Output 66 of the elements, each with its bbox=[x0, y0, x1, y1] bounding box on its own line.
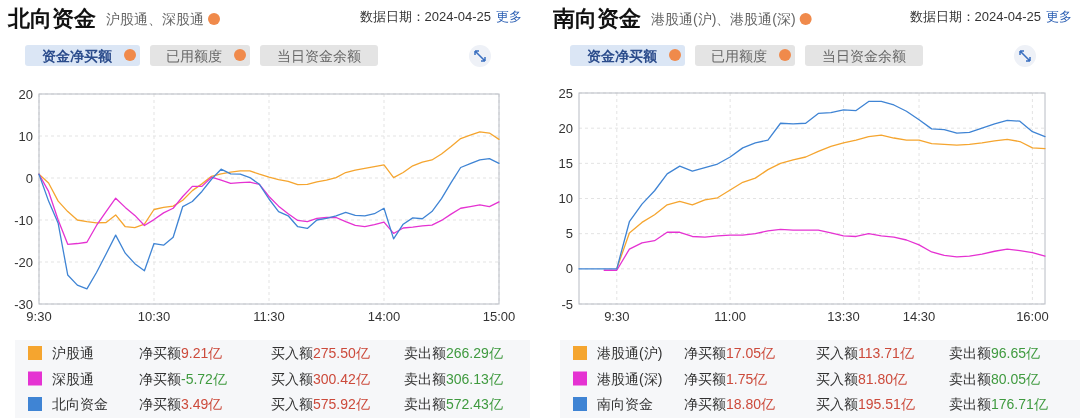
y-tick-label: 25 bbox=[558, 85, 573, 101]
text: 更多 bbox=[496, 9, 522, 24]
text: 买入额81.80亿 bbox=[816, 370, 908, 387]
legend-label: 北向资金 bbox=[52, 396, 108, 412]
text: 净买额9.21亿 bbox=[139, 345, 223, 361]
y-tick-label: 0 bbox=[25, 170, 33, 186]
line-series bbox=[603, 228, 1046, 271]
legend-label: 深股通 bbox=[52, 370, 94, 387]
x-tick-label: 9:30 bbox=[26, 309, 52, 324]
y-tick-label: -5 bbox=[561, 296, 573, 312]
chart-subtitle: 港股通(沪)、港股通(深) bbox=[651, 11, 796, 27]
y-tick-label: 0 bbox=[565, 261, 573, 277]
text: 净买额18.80亿 bbox=[684, 396, 776, 412]
text: 卖出额306.13亿 bbox=[404, 370, 503, 387]
line-series bbox=[578, 100, 1046, 270]
text: 资金净买额 bbox=[41, 47, 113, 64]
x-tick-label: 11:30 bbox=[253, 309, 285, 324]
y-tick-label: 5 bbox=[565, 226, 573, 242]
line-series bbox=[38, 173, 500, 246]
text: 当日资金余额 bbox=[277, 47, 361, 64]
text: 已用额度 bbox=[166, 47, 222, 64]
text: 卖出额176.71亿 bbox=[949, 396, 1048, 412]
text: 买入额195.51亿 bbox=[816, 396, 915, 412]
legend-label: 南向资金 bbox=[597, 396, 653, 412]
x-tick-label: 15:00 bbox=[482, 309, 516, 324]
text: 卖出额266.29亿 bbox=[404, 345, 503, 361]
text: 当日资金余额 bbox=[822, 47, 906, 64]
text: 买入额113.71亿 bbox=[816, 345, 914, 361]
chart-title: 南向资金 bbox=[552, 6, 641, 31]
y-tick-label: 20 bbox=[558, 120, 573, 136]
x-tick-label: 16:00 bbox=[1016, 309, 1049, 324]
x-tick-label: 13:30 bbox=[827, 309, 860, 324]
x-tick-label: 10:30 bbox=[137, 309, 171, 324]
text: 卖出额572.43亿 bbox=[404, 396, 503, 412]
text: 买入额300.42亿 bbox=[271, 370, 370, 387]
chart-title: 北向资金 bbox=[7, 6, 96, 31]
legend-label: 沪股通 bbox=[52, 345, 94, 361]
x-tick-label: 11:00 bbox=[714, 309, 746, 324]
x-tick-label: 9:30 bbox=[604, 309, 630, 324]
y-tick-label: -10 bbox=[14, 212, 33, 228]
text: 卖出额96.65亿 bbox=[949, 345, 1041, 361]
text: 资金净买额 bbox=[586, 47, 658, 64]
y-tick-label: -20 bbox=[14, 254, 33, 270]
text: 净买额-5.72亿 bbox=[139, 370, 227, 387]
chart-subtitle: 沪股通、深股通 bbox=[106, 11, 204, 27]
text: 数据日期：2024-04-25 bbox=[359, 9, 491, 24]
text: 已用额度 bbox=[711, 47, 767, 64]
x-tick-label: 14:30 bbox=[902, 309, 936, 324]
x-tick-label: 14:00 bbox=[367, 309, 401, 324]
line-series bbox=[38, 158, 500, 290]
legend-label: 港股通(深) bbox=[597, 370, 663, 387]
text: 卖出额80.05亿 bbox=[949, 370, 1041, 387]
text: 净买额17.05亿 bbox=[684, 345, 776, 361]
text: 净买额3.49亿 bbox=[139, 396, 223, 412]
legend-label: 港股通(沪) bbox=[597, 345, 663, 361]
text: 买入额275.50亿 bbox=[271, 345, 370, 361]
line-series bbox=[38, 131, 500, 229]
y-tick-label: 15 bbox=[558, 155, 573, 171]
text: 更多 bbox=[1046, 9, 1072, 24]
y-tick-label: 20 bbox=[18, 86, 33, 102]
y-tick-label: -30 bbox=[14, 296, 33, 312]
text: 买入额575.92亿 bbox=[271, 396, 370, 412]
y-tick-label: 10 bbox=[18, 128, 33, 144]
y-tick-label: 10 bbox=[558, 191, 573, 206]
text: 数据日期：2024-04-25 bbox=[909, 9, 1041, 24]
text: 净买额1.75亿 bbox=[684, 370, 768, 387]
